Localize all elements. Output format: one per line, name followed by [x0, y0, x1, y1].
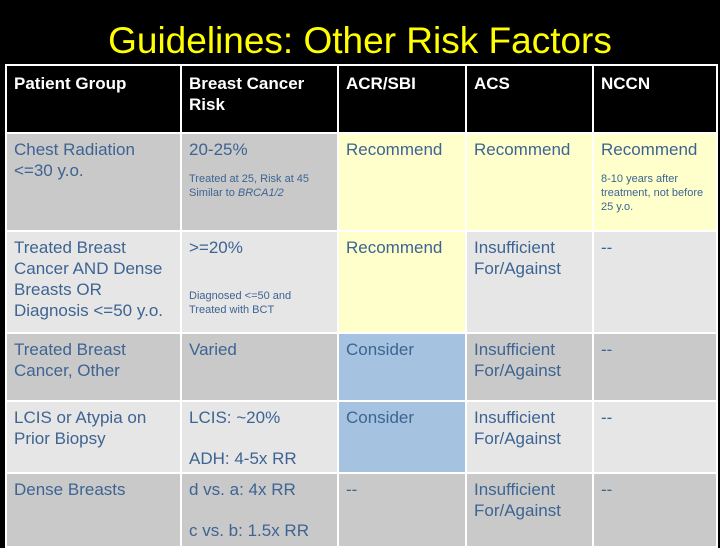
- table-row: Chest Radiation <=30 y.o. 20-25% Treated…: [5, 132, 718, 232]
- cell-risk: 20-25% Treated at 25, Risk at 45 Similar…: [180, 132, 339, 232]
- cell-risk: d vs. a: 4x RR c vs. b: 1.5x RR: [180, 472, 339, 548]
- cell-nccn: --: [592, 400, 718, 474]
- header-nccn: NCCN: [592, 64, 718, 134]
- cell-acr: Recommend: [337, 230, 467, 334]
- cell-group: Chest Radiation <=30 y.o.: [5, 132, 182, 232]
- header-patient-group: Patient Group: [5, 64, 182, 134]
- cell-acs: Recommend: [465, 132, 594, 232]
- cell-acs: Insufficient For/Against: [465, 230, 594, 334]
- cell-group: Treated Breast Cancer AND Dense Breasts …: [5, 230, 182, 334]
- table-row: Treated Breast Cancer, Other Varied Cons…: [5, 332, 718, 402]
- nccn-value: Recommend: [601, 140, 698, 159]
- cell-acr: Consider: [337, 400, 467, 474]
- cell-risk: LCIS: ~20% ADH: 4-5x RR: [180, 400, 339, 474]
- risk-value: 20-25%: [189, 140, 248, 159]
- header-acs: ACS: [465, 64, 594, 134]
- cell-nccn: Recommend 8-10 years after treatment, no…: [592, 132, 718, 232]
- cell-risk: Varied: [180, 332, 339, 402]
- cell-nccn: --: [592, 472, 718, 548]
- risk-value: LCIS: ~20%: [189, 408, 281, 427]
- risk-note-text: Similar to: [189, 187, 238, 199]
- table-row: Treated Breast Cancer AND Dense Breasts …: [5, 230, 718, 334]
- table-row: LCIS or Atypia on Prior Biopsy LCIS: ~20…: [5, 400, 718, 474]
- cell-acs: Insufficient For/Against: [465, 400, 594, 474]
- cell-nccn: --: [592, 332, 718, 402]
- cell-acr: Consider: [337, 332, 467, 402]
- cell-risk: >=20% Diagnosed <=50 and Treated with BC…: [180, 230, 339, 334]
- cell-group: Treated Breast Cancer, Other: [5, 332, 182, 402]
- cell-acs: Insufficient For/Against: [465, 472, 594, 548]
- slide-title: Guidelines: Other Risk Factors: [108, 20, 612, 61]
- cell-nccn: --: [592, 230, 718, 334]
- risk-value: d vs. a: 4x RR: [189, 480, 296, 499]
- risk-note: Treated at 25, Risk at 45: [189, 173, 310, 185]
- risk-note-2: Treated with BCT: [189, 304, 275, 316]
- cell-acs: Insufficient For/Against: [465, 332, 594, 402]
- header-breast-cancer-risk: Breast Cancer Risk: [180, 64, 339, 134]
- cell-acr: --: [337, 472, 467, 548]
- guidelines-table: Patient Group Breast Cancer Risk ACR/SBI…: [5, 64, 718, 548]
- risk-note: Diagnosed <=50 and: [189, 290, 292, 302]
- header-acr-sbi: ACR/SBI: [337, 64, 467, 134]
- risk-note-gene: BRCA1/2: [237, 187, 284, 199]
- header-row: Patient Group Breast Cancer Risk ACR/SBI…: [5, 64, 718, 134]
- table-row: Dense Breasts d vs. a: 4x RR c vs. b: 1.…: [5, 472, 718, 548]
- nccn-note: 8-10 years after treatment, not before 2…: [601, 173, 704, 213]
- risk-value: >=20%: [189, 238, 243, 257]
- cell-group: Dense Breasts: [5, 472, 182, 548]
- cell-group: LCIS or Atypia on Prior Biopsy: [5, 400, 182, 474]
- risk-value-2: ADH: 4-5x RR: [189, 449, 297, 468]
- risk-note-2: Similar to BRCA1/2: [189, 186, 331, 200]
- risk-value-2: c vs. b: 1.5x RR: [189, 521, 309, 540]
- cell-acr: Recommend: [337, 132, 467, 232]
